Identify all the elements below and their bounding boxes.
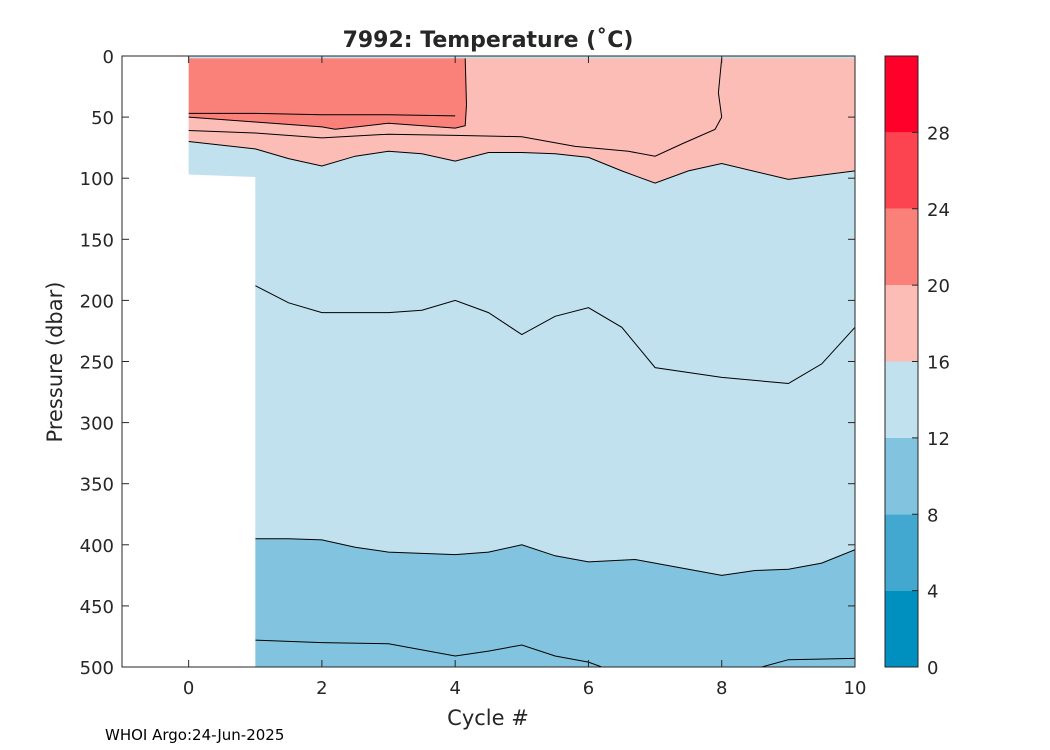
y-tick-label-100: 100 <box>80 169 114 190</box>
colorbar-tick-label-8: 8 <box>927 505 938 526</box>
x-tick-label-10: 10 <box>844 678 867 699</box>
colorbar-bin-16-20 <box>885 285 918 362</box>
x-tick-label-6: 6 <box>583 678 594 699</box>
colorbar-tick-label-24: 24 <box>927 200 950 221</box>
contour-line-10-6 <box>255 639 602 667</box>
masked-region-0 <box>122 56 256 667</box>
region-20-24-0 <box>188 58 467 130</box>
colorbar-bin-24-28 <box>885 132 918 209</box>
region-16-20-1 <box>188 58 722 157</box>
y-tick-label-500: 500 <box>80 658 114 679</box>
footer-credit: WHOI Argo:24-Jun-2025 <box>105 726 284 744</box>
colorbar-bin-20-24 <box>885 208 918 286</box>
colorbar-tick-label-0: 0 <box>927 658 938 679</box>
contour-line-12-5 <box>255 538 855 576</box>
y-axis: 0 50 100 150 200 250 300 350 400 450 500 <box>80 47 855 679</box>
y-tick-label-250: 250 <box>80 353 114 374</box>
x-tick-label-4: 4 <box>449 678 460 699</box>
contour-line-14-4 <box>255 285 855 385</box>
colorbar-tick-label-12: 12 <box>927 429 950 450</box>
colorbar-tick-label-4: 4 <box>927 582 938 603</box>
y-tick-label-300: 300 <box>80 414 114 435</box>
region-16-20-2 <box>188 58 855 184</box>
y-tick-label-400: 400 <box>80 536 114 557</box>
colorbar-bin-4-8 <box>885 514 918 591</box>
x-tick-label-0: 0 <box>183 678 194 699</box>
contour-line-16-3 <box>188 141 855 184</box>
no-data-mask <box>122 56 256 667</box>
y-tick-label-450: 450 <box>80 597 114 618</box>
colorbar-tick-label-28: 28 <box>927 123 950 144</box>
contour-line-10-7 <box>761 657 855 667</box>
x-axis: 0 2 4 6 8 10 <box>183 56 867 699</box>
region-8-12-3 <box>255 538 855 667</box>
colorbar-bin-8-12 <box>885 437 918 515</box>
contour-line-20-1 <box>188 58 468 130</box>
colorbar-bin-12-16 <box>885 361 918 438</box>
y-tick-label-150: 150 <box>80 230 114 251</box>
colorbar-bins <box>885 56 918 667</box>
y-axis-label: Pressure (dbar) <box>43 282 67 443</box>
y-tick-label-50: 50 <box>91 108 114 129</box>
y-tick-label-0: 0 <box>103 47 114 68</box>
colorbar-ticks: 0 4 8 12 16 20 24 28 <box>912 123 950 679</box>
x-axis-label: Cycle # <box>447 706 529 730</box>
contour-lines <box>188 58 855 667</box>
colorbar-tick-label-20: 20 <box>927 276 950 297</box>
colorbar-bin-28-32 <box>885 56 918 133</box>
contour-line-24-0 <box>188 112 456 117</box>
x-tick-label-8: 8 <box>716 678 727 699</box>
chart-title: 7992: Temperature (˚C) <box>343 28 634 53</box>
colorbar-bin-0-4 <box>885 590 918 667</box>
y-tick-label-350: 350 <box>80 475 114 496</box>
contour-line-16-2 <box>188 58 723 157</box>
plot-area <box>121 55 856 668</box>
y-tick-label-200: 200 <box>80 291 114 312</box>
colorbar: 0 4 8 12 16 20 24 28 <box>884 55 950 679</box>
x-tick-label-2: 2 <box>316 678 327 699</box>
contour-fill-regions <box>188 58 855 667</box>
colorbar-tick-label-16: 16 <box>927 353 950 374</box>
